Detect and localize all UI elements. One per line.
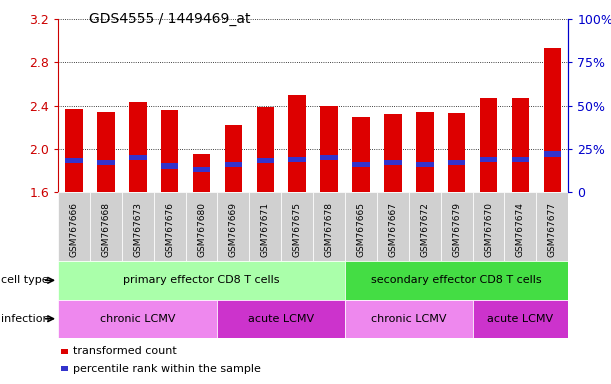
Text: GSM767670: GSM767670: [484, 202, 493, 257]
Bar: [416, 112, 434, 192]
Bar: [511, 157, 529, 162]
Bar: [129, 103, 147, 192]
Bar: [225, 125, 242, 192]
Bar: [480, 98, 497, 192]
Bar: [257, 107, 274, 192]
Text: secondary effector CD8 T cells: secondary effector CD8 T cells: [371, 275, 542, 285]
Bar: [352, 118, 370, 192]
Text: GSM767667: GSM767667: [389, 202, 397, 257]
Bar: [257, 158, 274, 164]
Bar: [505, 192, 536, 261]
Text: GSM767672: GSM767672: [420, 202, 430, 257]
Text: acute LCMV: acute LCMV: [248, 314, 314, 324]
Bar: [97, 112, 115, 192]
Text: infection: infection: [1, 314, 50, 324]
Bar: [281, 192, 313, 261]
Text: transformed count: transformed count: [73, 346, 177, 356]
Bar: [472, 300, 568, 338]
Text: GSM767665: GSM767665: [356, 202, 365, 257]
Bar: [65, 158, 82, 164]
Bar: [192, 167, 210, 172]
Bar: [320, 155, 338, 160]
Bar: [288, 157, 306, 162]
Text: GSM767679: GSM767679: [452, 202, 461, 257]
Bar: [161, 164, 178, 169]
Bar: [218, 300, 345, 338]
Bar: [161, 110, 178, 192]
Text: GDS4555 / 1449469_at: GDS4555 / 1449469_at: [89, 12, 250, 25]
Bar: [90, 192, 122, 261]
Bar: [249, 192, 281, 261]
Text: GSM767678: GSM767678: [324, 202, 334, 257]
Bar: [345, 261, 568, 300]
Bar: [377, 192, 409, 261]
Bar: [544, 151, 561, 157]
Bar: [448, 113, 466, 192]
Text: chronic LCMV: chronic LCMV: [100, 314, 175, 324]
Text: GSM767671: GSM767671: [261, 202, 270, 257]
Text: GSM767676: GSM767676: [165, 202, 174, 257]
Bar: [480, 157, 497, 162]
Bar: [192, 154, 210, 192]
Bar: [225, 162, 242, 167]
Text: percentile rank within the sample: percentile rank within the sample: [73, 364, 261, 374]
Text: GSM767675: GSM767675: [293, 202, 302, 257]
Bar: [154, 192, 186, 261]
Bar: [288, 95, 306, 192]
Bar: [97, 160, 115, 165]
Bar: [186, 192, 218, 261]
Bar: [472, 192, 505, 261]
Text: GSM767677: GSM767677: [548, 202, 557, 257]
Bar: [65, 109, 82, 192]
Bar: [58, 300, 218, 338]
Bar: [122, 192, 154, 261]
Text: acute LCMV: acute LCMV: [488, 314, 554, 324]
Bar: [511, 98, 529, 192]
Bar: [544, 48, 561, 192]
Bar: [416, 162, 434, 167]
Text: GSM767666: GSM767666: [70, 202, 78, 257]
Bar: [58, 261, 345, 300]
Bar: [352, 162, 370, 167]
Text: GSM767669: GSM767669: [229, 202, 238, 257]
Bar: [320, 106, 338, 192]
Bar: [345, 300, 472, 338]
Bar: [441, 192, 472, 261]
Bar: [384, 160, 401, 165]
Bar: [129, 155, 147, 160]
Text: GSM767668: GSM767668: [101, 202, 111, 257]
Text: GSM767680: GSM767680: [197, 202, 206, 257]
Text: GSM767674: GSM767674: [516, 202, 525, 257]
Bar: [313, 192, 345, 261]
Bar: [409, 192, 441, 261]
Text: chronic LCMV: chronic LCMV: [371, 314, 447, 324]
Text: primary effector CD8 T cells: primary effector CD8 T cells: [123, 275, 280, 285]
Bar: [218, 192, 249, 261]
Text: GSM767673: GSM767673: [133, 202, 142, 257]
Bar: [384, 114, 401, 192]
Bar: [58, 192, 90, 261]
Bar: [536, 192, 568, 261]
Text: cell type: cell type: [1, 275, 49, 285]
Bar: [448, 160, 466, 165]
Bar: [345, 192, 377, 261]
